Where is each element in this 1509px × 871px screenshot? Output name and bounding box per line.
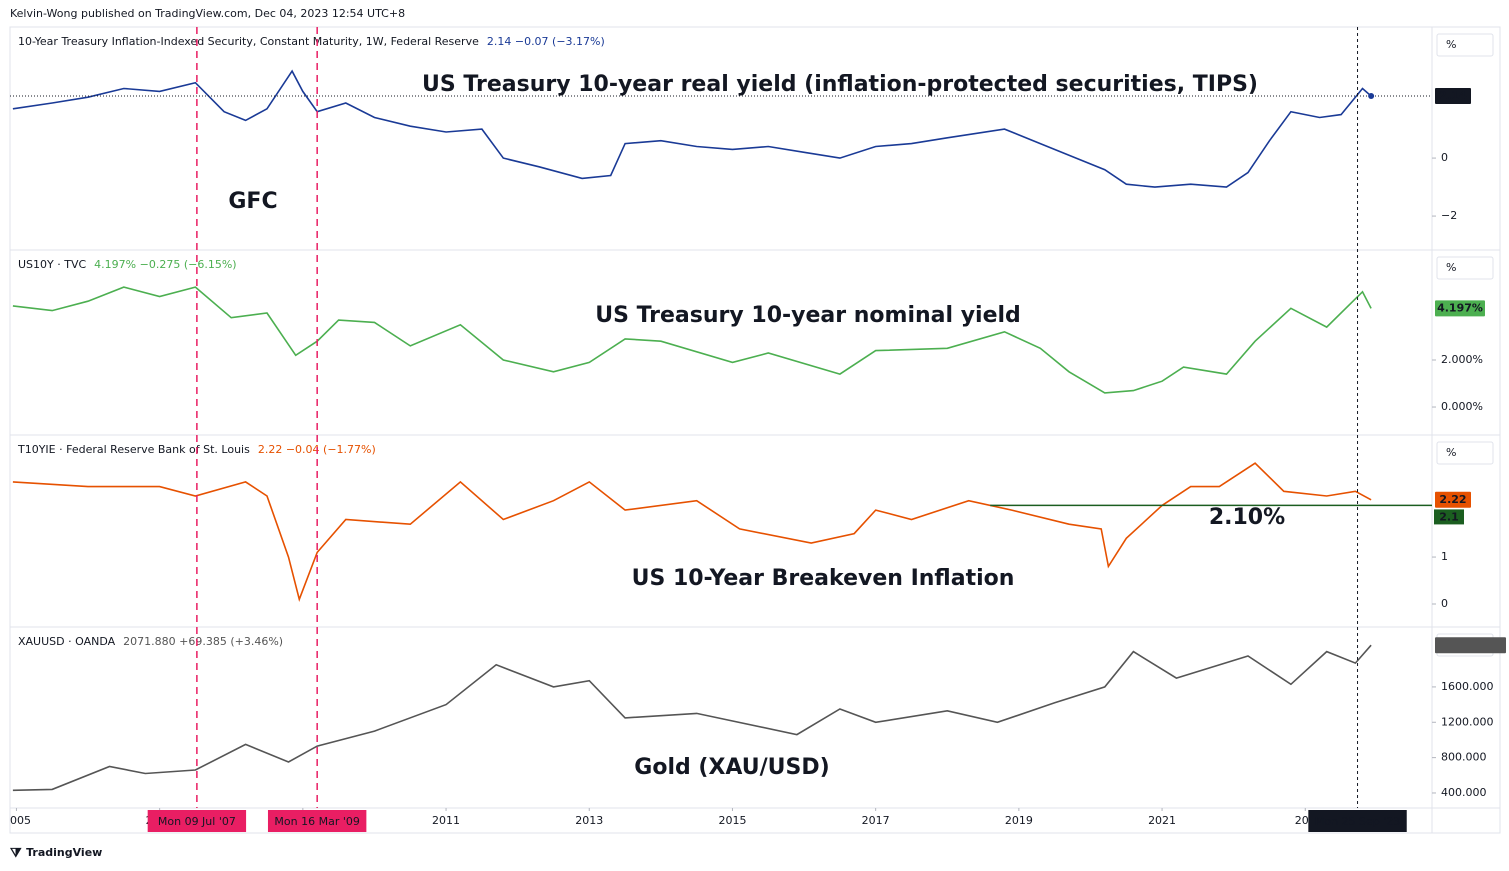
- last-value-bg: [1435, 300, 1485, 317]
- pane-legend: 10-Year Treasury Inflation-Indexed Secur…: [18, 35, 605, 48]
- unit-box: [1436, 441, 1494, 465]
- annotation: GFC: [228, 189, 277, 214]
- y-tick-label: 0.000%: [1441, 400, 1483, 413]
- last-value-label: 4.197%: [1437, 301, 1483, 314]
- series-name: 10-Year Treasury Inflation-Indexed Secur…: [18, 35, 479, 48]
- x-tick-label: 2011: [432, 814, 460, 827]
- frame: [9, 26, 1501, 834]
- publish-header: Kelvin-Wong published on TradingView.com…: [10, 7, 405, 20]
- date-marker-label: Mon 16 Mar '09: [274, 815, 359, 828]
- y-tick-label: −2: [1441, 209, 1457, 222]
- unit-label: %: [1446, 446, 1456, 459]
- series-line: [12, 644, 1372, 792]
- series-name: XAUUSD · OANDA: [18, 635, 116, 648]
- y-tick-label: 1600.000: [1441, 680, 1494, 693]
- y-tick-label: 2.000%: [1441, 353, 1483, 366]
- y-tick-label: 0: [1441, 597, 1448, 610]
- pane-legend: US10Y · TVC 4.197% −0.275 (−6.15%): [18, 258, 237, 271]
- annotation: US Treasury 10-year real yield (inflatio…: [422, 72, 1258, 97]
- date-marker-label: Mon 25 Sep '23: [1315, 815, 1400, 828]
- series-stats: 4.197% −0.275 (−6.15%): [94, 258, 236, 271]
- unit-label: %: [1446, 38, 1456, 51]
- last-value-bg: [1435, 88, 1471, 105]
- footer-text: TradingView: [26, 846, 102, 859]
- last-value-bg: [1435, 637, 1506, 654]
- date-marker-bg: [147, 810, 247, 832]
- series-line: [12, 462, 1372, 602]
- annotation: US 10-Year Breakeven Inflation: [632, 566, 1015, 591]
- y-tick-label: 400.000: [1441, 786, 1487, 799]
- annotation: Gold (XAU/USD): [634, 755, 829, 780]
- unit-box: [1436, 33, 1494, 57]
- series-stats: 2071.880 +69.385 (+3.46%): [123, 635, 283, 648]
- series-name: T10YIE · Federal Reserve Bank of St. Lou…: [17, 443, 250, 456]
- y-tick-label: 1200.000: [1441, 715, 1494, 728]
- footer-logo: ⧩ TradingView: [9, 846, 102, 861]
- y-tick-label: 800.000: [1441, 751, 1487, 764]
- last-value-label: 2.14: [1439, 89, 1466, 102]
- series-stats: 2.14 −0.07 (−3.17%): [487, 35, 605, 48]
- level-label-bg: [1434, 509, 1464, 525]
- x-tick-label: 2013: [575, 814, 603, 827]
- date-marker-bg: [1308, 810, 1407, 832]
- unit-label: %: [1446, 261, 1456, 274]
- x-tick-label: 005: [10, 814, 31, 827]
- annotation: 2.10%: [1209, 505, 1285, 530]
- x-tick-label: 2017: [862, 814, 890, 827]
- x-tick-label: 2019: [1005, 814, 1033, 827]
- y-tick-label: 0: [1441, 151, 1448, 164]
- series-line: [12, 286, 1372, 394]
- pane-legend: XAUUSD · OANDA 2071.880 +69.385 (+3.46%): [18, 635, 283, 648]
- last-point: [1368, 93, 1375, 100]
- last-value-bg: [1435, 491, 1471, 508]
- annotation: US Treasury 10-year nominal yield: [595, 303, 1021, 328]
- unit-box: [1436, 256, 1494, 280]
- series-line: [12, 69, 1372, 188]
- x-tick-label: 2015: [718, 814, 746, 827]
- level-label: 2.1: [1439, 510, 1459, 523]
- date-marker-bg: [267, 810, 367, 832]
- date-marker-label: Mon 09 Jul '07: [158, 815, 236, 828]
- y-tick-label: 1: [1441, 550, 1448, 563]
- series-name: US10Y · TVC: [18, 258, 86, 271]
- last-value-label: 2.22: [1439, 493, 1466, 506]
- x-tick-label: 2021: [1148, 814, 1176, 827]
